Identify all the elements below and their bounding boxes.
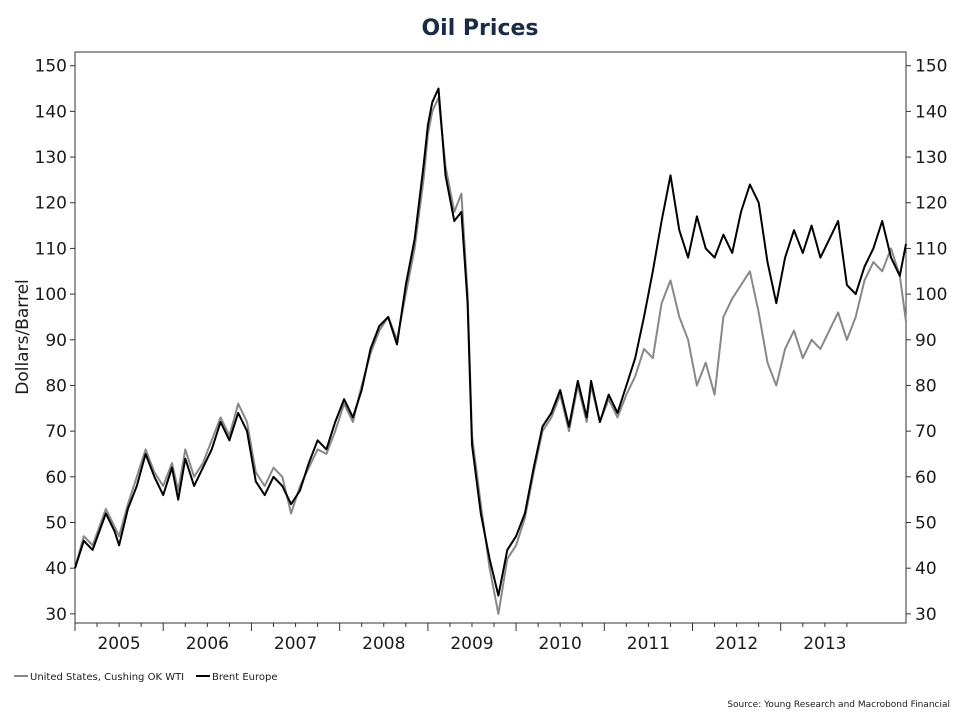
y-tick-label-left-90: 90 [45,331,67,351]
y-tick-label-left-40: 40 [45,559,67,579]
y-tick-label-right-130: 130 [915,148,947,168]
y-tick-label-left-100: 100 [35,285,67,305]
y-tick-label-right-50: 50 [915,514,937,534]
series-layer [74,87,907,615]
x-tick-label-2008: 2008 [362,634,405,654]
y-tick-label-left-130: 130 [35,148,67,168]
y-tick-label-right-150: 150 [915,57,947,77]
x-tick-label-2010: 2010 [539,634,582,654]
x-tick-label-2007: 2007 [274,634,317,654]
y-axis-left: 30 40 50 60 70 80 90 100 110 120 130 140 150 [35,57,75,625]
y-tick-label-right-120: 120 [915,194,947,214]
legend: United States, Cushing OK WTI Brent Euro… [14,672,278,683]
x-tick-label-2009: 2009 [450,634,493,654]
y-tick-label-left-30: 30 [45,605,67,625]
chart-title: Oil Prices [421,16,538,41]
y-tick-label-right-140: 140 [915,102,947,122]
y-tick-label-left-70: 70 [45,422,67,442]
y-tick-label-left-60: 60 [45,468,67,488]
y-tick-label-left-120: 120 [35,194,67,214]
y-tick-label-right-100: 100 [915,285,947,305]
y-axis-right: 30 40 50 60 70 80 90 100 110 120 130 140 150 [906,57,947,625]
y-tick-label-left-150: 150 [35,57,67,77]
series-line-wti [74,96,907,615]
series-line-brent [74,87,907,597]
y-tick-label-left-50: 50 [45,514,67,534]
y-tick-label-right-40: 40 [915,559,937,579]
legend-wti-label: United States, Cushing OK WTI [30,672,184,683]
y-tick-label-right-60: 60 [915,468,937,488]
y-tick-label-right-70: 70 [915,422,937,442]
y-tick-label-right-90: 90 [915,331,937,351]
x-tick-label-2013: 2013 [803,634,846,654]
y-tick-label-right-30: 30 [915,605,937,625]
y-tick-label-right-110: 110 [915,239,947,259]
plot-frame [74,51,907,624]
y-tick-label-left-110: 110 [35,239,67,259]
x-tick-label-2006: 2006 [186,634,229,654]
source-note: Source: Young Research and Macrobond Fin… [727,700,950,710]
y-tick-label-left-80: 80 [45,376,67,396]
y-axis-label: Dollars/Barrel [13,279,33,395]
x-tick-label-2012: 2012 [715,634,758,654]
x-axis: 2005 2006 2007 2008 2009 2010 2011 2012 2013 [74,623,848,654]
legend-brent-label: Brent Europe [212,672,278,683]
y-tick-label-right-80: 80 [915,376,937,396]
x-tick-label-2011: 2011 [627,634,670,654]
x-tick-label-2005: 2005 [97,634,140,654]
y-tick-label-left-140: 140 [35,102,67,122]
